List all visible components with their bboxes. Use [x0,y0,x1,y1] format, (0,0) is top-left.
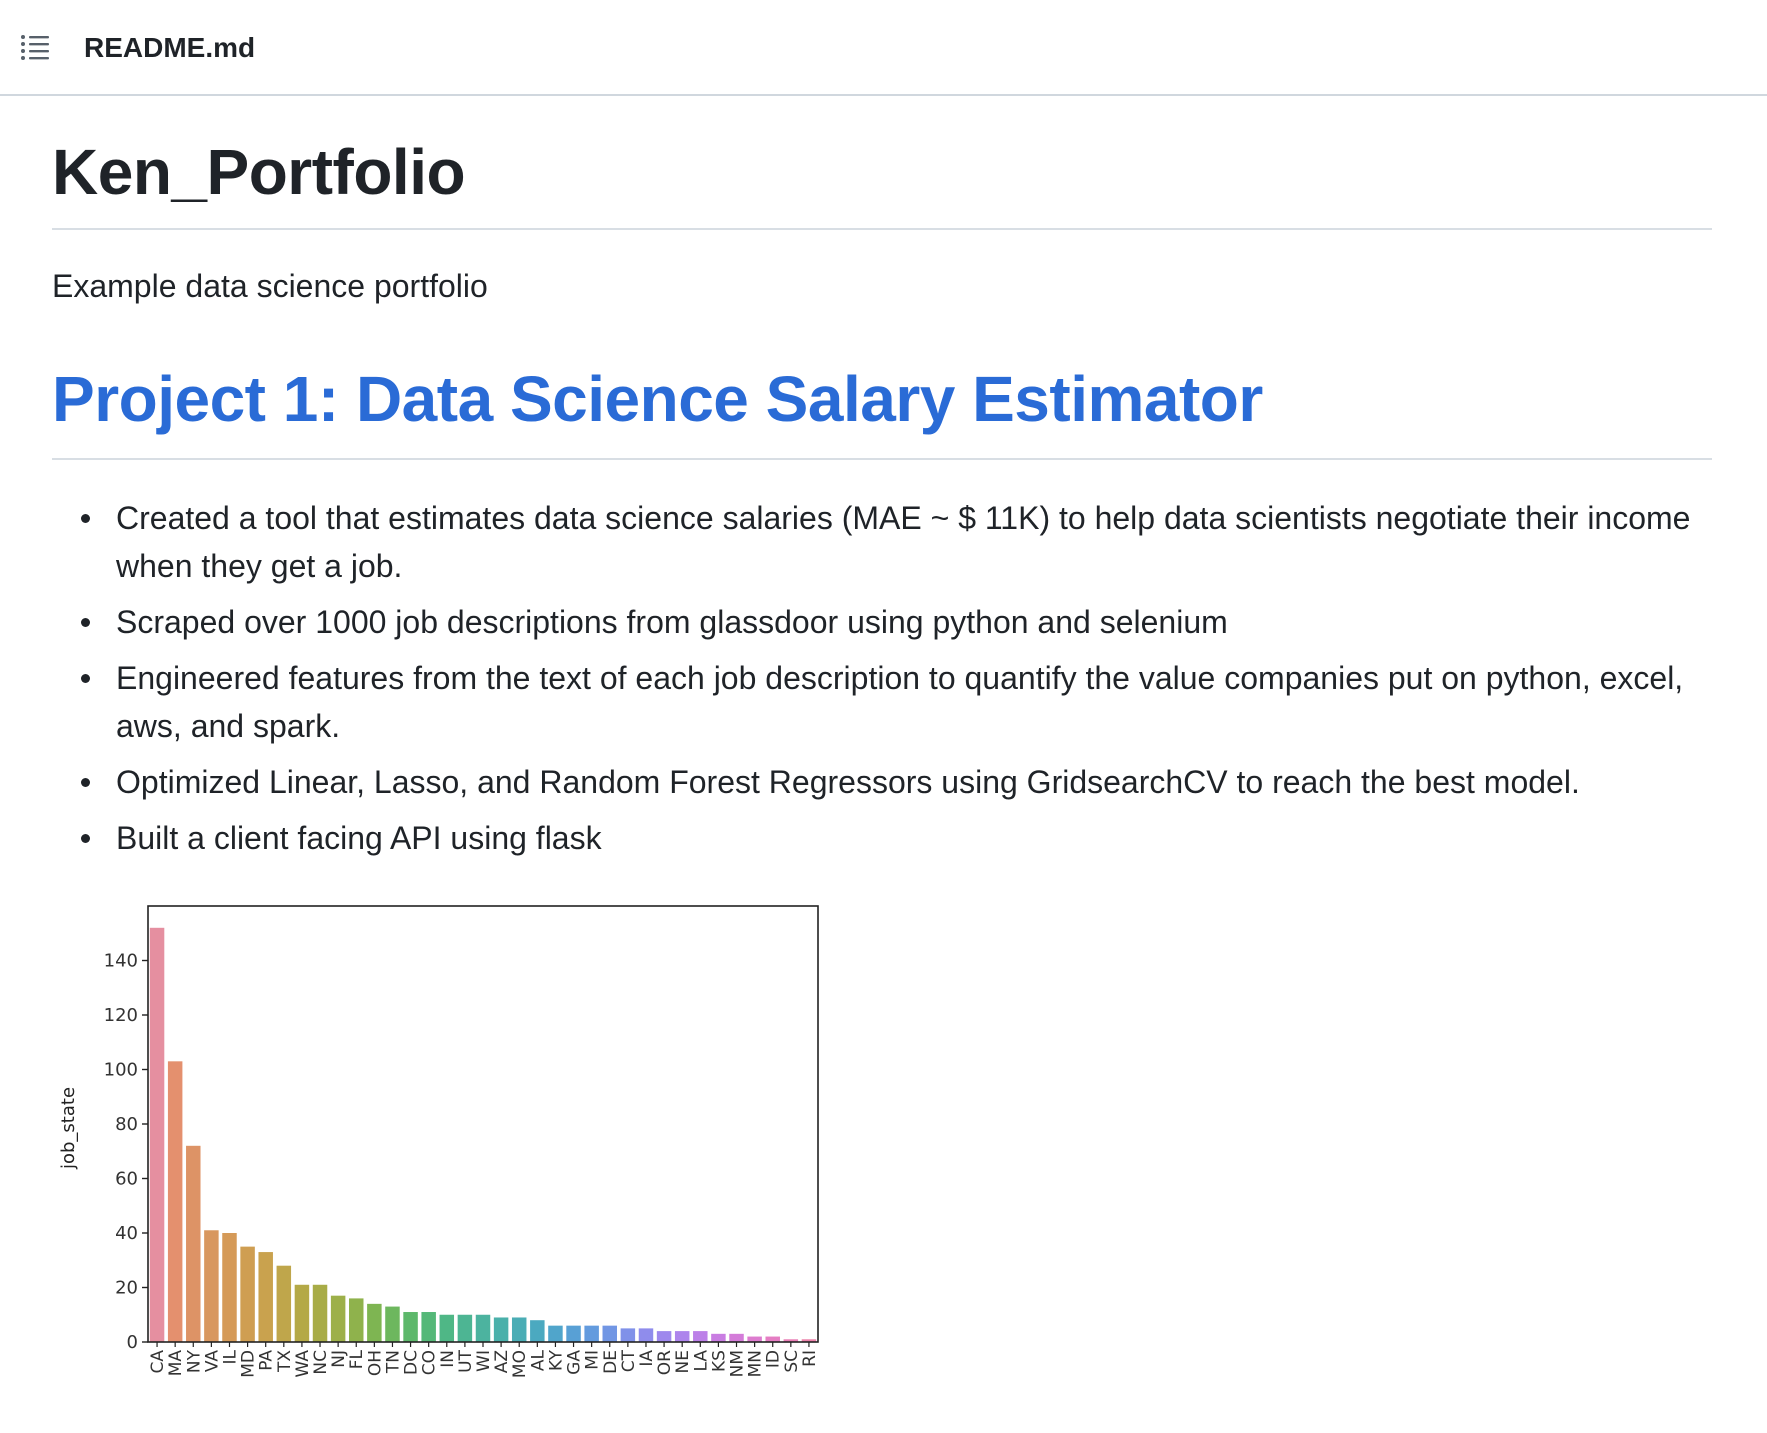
x-tick-label: CT [619,1349,639,1372]
bar-WA [294,1284,310,1342]
x-tick-label: MA [166,1350,186,1377]
x-tick-label: VA [202,1350,222,1373]
x-tick-label: AL [528,1349,548,1371]
bar-MD [240,1246,255,1343]
list-icon[interactable] [18,30,54,66]
x-tick-label: MN [746,1350,766,1377]
bar-CT [620,1328,636,1343]
bar-ID [765,1336,780,1342]
bar-IN [439,1314,455,1342]
list-item: Engineered features from the text of eac… [81,654,1736,750]
bar-MN [747,1336,762,1342]
x-tick-label: NE [673,1350,693,1373]
x-tick-label: WA [293,1350,313,1378]
y-tick-label: 140 [104,951,138,972]
project-title-link[interactable]: Project 1: Data Science Salary Estimator [52,363,1263,435]
x-tick-label: NY [184,1349,204,1373]
y-tick-label: 20 [115,1278,138,1299]
bar-TX [276,1265,292,1342]
x-tick-label: WI [474,1350,494,1372]
x-tick-label: AZ [492,1350,512,1373]
bar-NM [729,1333,744,1342]
bar-TN [385,1306,400,1342]
x-tick-label: IA [637,1350,657,1367]
bar-PA [258,1252,273,1342]
bar-IA [638,1328,654,1343]
bar-IL [222,1233,237,1342]
y-tick-label: 60 [115,1169,138,1190]
y-tick-label: 120 [104,1005,138,1026]
y-tick-label: 80 [115,1114,138,1135]
bar-CA [149,927,165,1342]
x-tick-label: NJ [329,1350,349,1368]
x-tick-label: LA [691,1350,711,1372]
bar-NC [312,1284,328,1342]
bar-CO [421,1312,436,1342]
title-divider [52,228,1712,230]
bar-AL [530,1320,545,1342]
bar-KS [711,1333,726,1342]
project-bullets: Created a tool that estimates data scien… [52,494,1736,870]
bar-OR [656,1331,672,1342]
bar-MO [511,1317,527,1342]
x-tick-label: PA [257,1350,277,1371]
x-tick-label: FL [347,1349,367,1369]
x-tick-label: MO [510,1350,530,1378]
y-tick-label: 40 [115,1223,138,1244]
file-header: README.md [0,0,1767,96]
x-tick-label: ID [764,1350,784,1368]
list-item: Created a tool that estimates data scien… [81,494,1736,590]
x-tick-label: MI [583,1350,603,1370]
y-tick-label: 100 [104,1060,138,1081]
project-divider [52,458,1712,460]
bar-chart: 0 20 40 60 80 100 120 140 CAMANYVAILMDPATXWANCNJ… [58,905,820,1378]
bar-WI [475,1314,491,1342]
bar-RI [801,1339,817,1342]
x-tick-label: DE [601,1350,621,1374]
x-tick-label: GA [565,1350,585,1375]
bar-DE [602,1325,617,1342]
bar-NE [674,1331,690,1342]
bar-UT [457,1314,473,1342]
readme-title: Ken_Portfolio [52,136,466,208]
x-tick-label: KS [709,1350,729,1372]
bar-KY [548,1325,563,1342]
x-tick-label: IL [220,1349,240,1364]
x-tick-label: DC [402,1350,422,1375]
bar-LA [693,1331,708,1342]
x-tick-label: CA [148,1350,168,1374]
list-item: Built a client facing API using flask [81,814,1736,862]
y-tick-label: 0 [127,1332,138,1353]
bar-OH [367,1303,382,1342]
x-tick-label: CO [420,1350,440,1375]
bar-VA [204,1230,219,1342]
bar-AZ [493,1317,509,1342]
x-tick-label: MD [239,1350,259,1378]
intro-text: Example data science portfolio [52,268,488,304]
job-state-chart: 0 20 40 60 80 100 120 140 CA MA NY VA IL MD PA TX WA NC NJ… [52,890,842,1410]
bar-DC [403,1312,418,1342]
x-tick-label: OH [365,1350,385,1376]
bar-NY [186,1145,201,1342]
x-tick-label: OR [655,1350,675,1375]
x-tick-label: SC [782,1350,802,1373]
bar-GA [566,1325,581,1342]
file-name: README.md [84,32,256,63]
x-tick-label: NC [311,1350,331,1375]
bar-MA [167,1061,183,1342]
x-tick-label: TN [383,1350,403,1374]
bar-SC [783,1339,799,1342]
x-tick-label: UT [456,1349,476,1372]
list-item: Optimized Linear, Lasso, and Random Fore… [81,758,1736,806]
x-tick-label: IN [438,1350,458,1368]
y-axis-label: job_state [58,1087,79,1170]
x-tick-label: TX [275,1350,295,1373]
x-tick-label: NM [728,1350,748,1377]
x-tick-label: KY [546,1349,566,1371]
bar-FL [349,1298,364,1342]
bar-NJ [330,1295,346,1342]
list-item: Scraped over 1000 job descriptions from … [81,598,1736,646]
bar-MI [584,1325,599,1342]
x-tick-label: RI [800,1350,820,1367]
